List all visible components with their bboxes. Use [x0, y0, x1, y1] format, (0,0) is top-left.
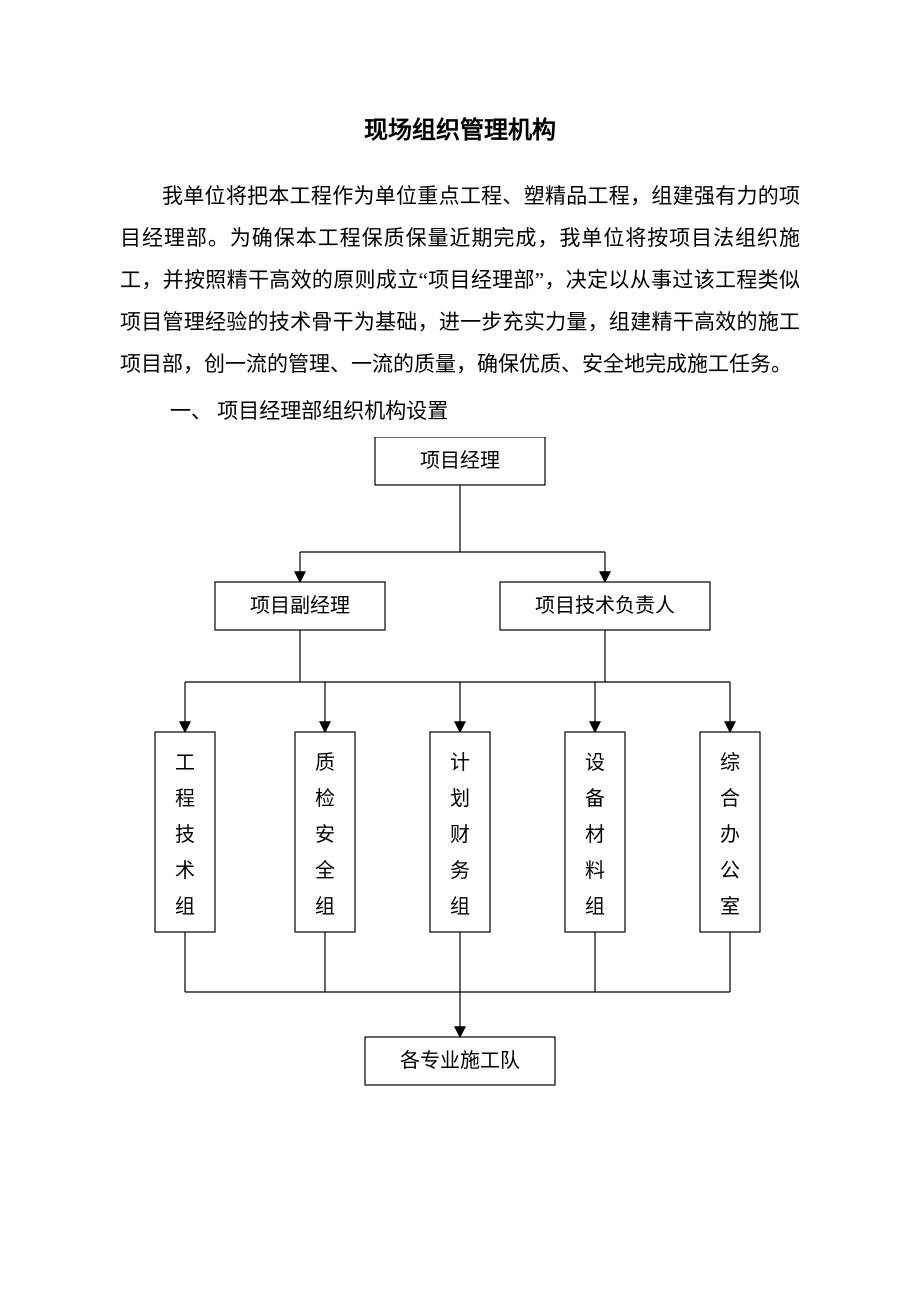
org-node-label-team: 各专业施工队 [400, 1049, 520, 1072]
intro-paragraph: 我单位将把本工程作为单位重点工程、塑精品工程，组建强有力的项目经理部。为确保本工… [120, 175, 800, 385]
org-chart: 项目经理项目副经理项目技术负责人工程技术组质检安全组计划财务组设备材料组综合办公… [120, 437, 800, 1097]
org-node-label-mgr: 项目经理 [420, 449, 500, 472]
document-page: 现场组织管理机构 我单位将把本工程作为单位重点工程、塑精品工程，组建强有力的项目… [0, 0, 920, 1157]
section-heading-1: 一、 项目经理部组织机构设置 [170, 395, 800, 425]
page-title: 现场组织管理机构 [120, 110, 800, 145]
org-node-label-tech: 项目技术负责人 [535, 594, 675, 617]
org-node-label-deputy: 项目副经理 [250, 594, 350, 617]
org-chart-svg: 项目经理项目副经理项目技术负责人工程技术组质检安全组计划财务组设备材料组综合办公… [120, 437, 800, 1097]
